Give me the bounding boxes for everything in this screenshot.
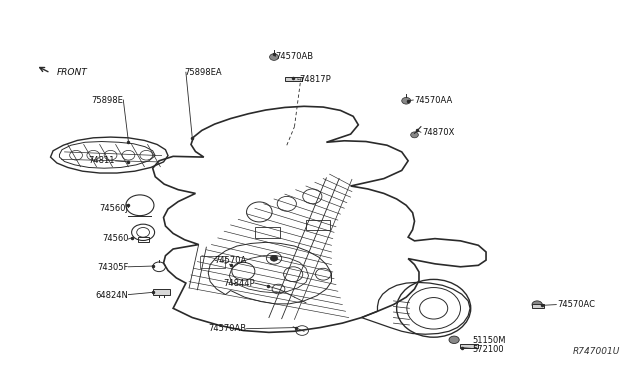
Ellipse shape [411,132,419,138]
Text: 74570AB: 74570AB [275,52,314,61]
Text: 74570AA: 74570AA [415,96,452,105]
Text: R747001U: R747001U [573,347,620,356]
Text: 74817P: 74817P [300,75,332,84]
Ellipse shape [402,97,411,104]
Text: 64824N: 64824N [95,291,129,300]
Text: 572100: 572100 [472,344,504,353]
Text: 74870X: 74870X [422,128,454,137]
Polygon shape [153,289,170,295]
Text: 74811: 74811 [88,156,115,165]
Ellipse shape [449,336,460,343]
Polygon shape [461,343,478,348]
Text: FRONT: FRONT [57,68,88,77]
Text: 74305F: 74305F [97,263,129,272]
Text: 74570AB: 74570AB [209,324,246,333]
Text: 74570AC: 74570AC [557,300,596,309]
Polygon shape [532,304,543,308]
Text: 74570A: 74570A [214,256,247,264]
Text: 75898E: 75898E [92,96,124,105]
Ellipse shape [269,54,278,60]
Text: 74560: 74560 [102,234,129,244]
Polygon shape [285,77,302,81]
Ellipse shape [270,255,278,261]
Text: 51150M: 51150M [472,336,506,345]
Text: 74560J: 74560J [99,204,129,213]
Ellipse shape [532,301,542,308]
Text: 75898EA: 75898EA [184,68,222,77]
Text: 74844P: 74844P [223,279,255,288]
